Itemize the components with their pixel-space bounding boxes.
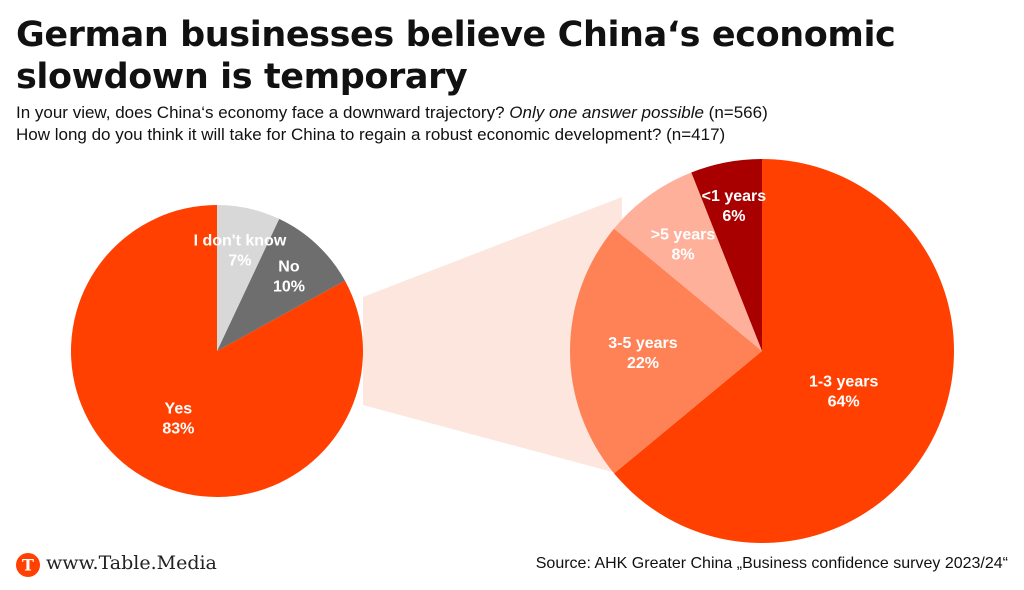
pie-1-label-yes: Yes [165, 400, 193, 417]
subtitle-question-1-text: In your view, does China‘s economy face … [16, 103, 505, 122]
pie-2-slice-1-3-years [614, 159, 954, 543]
logo-circle [16, 553, 40, 577]
pie-1-slice-i-don-t-know [217, 205, 280, 351]
chart-title: German businesses believe China‘s econom… [16, 15, 896, 97]
pie-2-value-5-years: 8% [671, 246, 694, 263]
pie-2-slice-1-years [691, 159, 762, 351]
table-media-logo-icon: T [16, 553, 40, 577]
pie-1-slice-yes [70, 205, 363, 497]
subtitle-question-2: How long do you think it will take for C… [16, 125, 726, 144]
pie-2-label-5-years: >5 years [651, 226, 716, 243]
logo-letter: T [22, 556, 34, 575]
subtitle-question-1-n: (n=566) [708, 103, 768, 122]
pie-1-value-i-don-t-know: 7% [228, 252, 251, 269]
pie-1-value-yes: 83% [162, 420, 194, 437]
pie-2-label-3-5-years: 3-5 years [608, 335, 677, 352]
brand-text: www.Table.Media [46, 552, 217, 574]
pie-2-slice-3-5-years [569, 228, 762, 474]
pie-2-value-1-3-years: 64% [828, 393, 860, 410]
pie-2-label-1-years: <1 years [702, 188, 767, 205]
source-text: Source: AHK Greater China „Business conf… [535, 555, 1008, 572]
subtitle-question-1-note: Only one answer possible [509, 103, 704, 122]
pie-1-value-no: 10% [273, 278, 305, 295]
subtitle-question-1: In your view, does China‘s economy face … [16, 102, 768, 124]
pie-1-slice-no [217, 218, 345, 351]
pie-2-value-3-5-years: 22% [627, 355, 659, 372]
pie-2-slice-5-years [614, 172, 762, 351]
pie-connector [363, 197, 622, 474]
pie-2-label-1-3-years: 1-3 years [809, 373, 878, 390]
pie-2-value-1-years: 6% [722, 208, 745, 225]
pie-1-label-no: No [278, 258, 300, 275]
pie-1-label-i-don-t-know: I don't know [194, 232, 287, 249]
